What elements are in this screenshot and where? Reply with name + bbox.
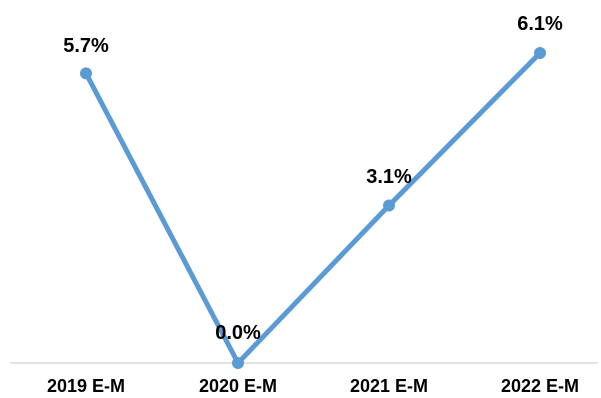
- data-label: 6.1%: [517, 13, 563, 35]
- x-tick-label: 2022 E-M: [501, 376, 579, 396]
- x-tick-label: 2019 E-M: [47, 376, 125, 396]
- series-line: [83, 50, 543, 366]
- data-point: [534, 47, 546, 59]
- data-point: [232, 357, 244, 369]
- data-label: 5.7%: [63, 35, 109, 57]
- data-label: 0.0%: [215, 322, 261, 344]
- series-layer: [80, 47, 546, 369]
- data-labels: 5.7% 0.0% 3.1% 6.1%: [63, 13, 563, 344]
- data-point: [80, 67, 92, 80]
- x-tick-label: 2021 E-M: [350, 376, 428, 396]
- data-point: [383, 199, 395, 212]
- x-tick-label: 2020 E-M: [199, 376, 277, 396]
- data-label: 3.1%: [366, 166, 412, 188]
- x-tick-labels: 2019 E-M 2020 E-M 2021 E-M 2022 E-M: [47, 376, 579, 396]
